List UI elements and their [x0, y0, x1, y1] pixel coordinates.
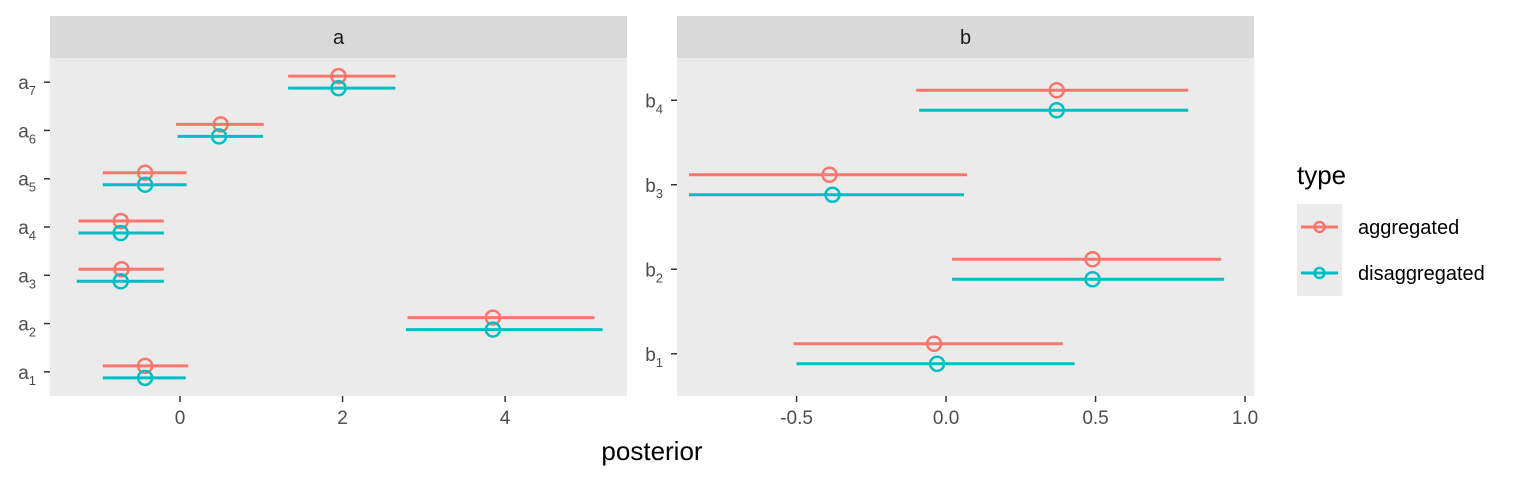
- point-disaggregated: [1048, 102, 1065, 119]
- point-disaggregated: [136, 176, 154, 193]
- x-tick-label: 4: [500, 408, 511, 429]
- y-tick-label: b4: [645, 91, 663, 116]
- panel-a: a 0 2 4 a1 a2 a3 a4 a5 a6 a7: [18, 16, 627, 429]
- x-tick-label: 0.0: [933, 408, 959, 429]
- strip-label-a: a: [333, 27, 345, 49]
- legend-title: type: [1297, 160, 1346, 190]
- y-tick-label: a1: [18, 363, 36, 388]
- point-disaggregated: [824, 186, 841, 203]
- plot-background: [50, 58, 627, 396]
- point-aggregated: [212, 116, 229, 133]
- x-tick-label: -0.5: [780, 408, 813, 429]
- legend-entries: aggregated disaggregated: [1301, 217, 1485, 285]
- legend-entry-disaggregated: disaggregated: [1301, 263, 1485, 285]
- y-tick-label: a2: [18, 315, 36, 340]
- legend-key-background: [1297, 204, 1342, 296]
- panels-layer: a 0 2 4 a1 a2 a3 a4 a5 a6 a7 b -0.5 0.0 0.5 1.0 b1 b2 b3 b4: [18, 16, 1258, 429]
- x-axis-title: posterior: [601, 436, 702, 466]
- legend-key-point: [1313, 266, 1326, 280]
- point-disaggregated: [112, 273, 129, 290]
- x-tick-label: 2: [337, 408, 348, 429]
- point-disaggregated: [112, 224, 129, 242]
- legend-label: disaggregated: [1358, 263, 1485, 285]
- point-aggregated: [136, 357, 154, 375]
- point-aggregated: [821, 166, 838, 183]
- strip-background: [677, 16, 1254, 58]
- y-tick-label: a6: [18, 121, 36, 146]
- point-aggregated: [925, 335, 943, 352]
- point-disaggregated: [330, 79, 347, 97]
- point-disaggregated: [928, 355, 946, 372]
- point-aggregated: [112, 212, 129, 230]
- point-aggregated: [484, 309, 502, 326]
- strip-background: [50, 16, 627, 58]
- y-tick-label: a7: [18, 73, 36, 98]
- x-tick-label: 0.5: [1082, 408, 1108, 429]
- point-disaggregated: [1084, 271, 1101, 288]
- legend: type aggregated disaggregated: [1297, 160, 1485, 296]
- point-aggregated: [1084, 251, 1101, 268]
- point-disaggregated: [210, 128, 228, 145]
- x-tick-label: 1.0: [1232, 408, 1258, 429]
- strip-label-b: b: [960, 27, 971, 49]
- panel-b: b -0.5 0.0 0.5 1.0 b1 b2 b3 b4: [645, 16, 1258, 429]
- legend-entry-aggregated: aggregated: [1301, 217, 1459, 239]
- x-tick-label: 0: [175, 408, 186, 429]
- y-tick-label: b3: [645, 176, 663, 201]
- point-aggregated: [1048, 82, 1065, 99]
- point-aggregated: [113, 261, 130, 278]
- point-disaggregated: [136, 369, 154, 387]
- point-disaggregated: [484, 321, 502, 338]
- point-aggregated: [136, 164, 154, 181]
- y-tick-label: a3: [18, 266, 36, 291]
- legend-key-point: [1313, 220, 1326, 234]
- y-tick-label: a4: [18, 218, 36, 243]
- y-tick-label: b2: [645, 260, 663, 285]
- y-tick-label: b1: [645, 345, 663, 370]
- plot-background: [677, 58, 1254, 396]
- legend-label: aggregated: [1358, 217, 1459, 239]
- point-aggregated: [330, 67, 347, 85]
- y-tick-label: a5: [18, 170, 36, 195]
